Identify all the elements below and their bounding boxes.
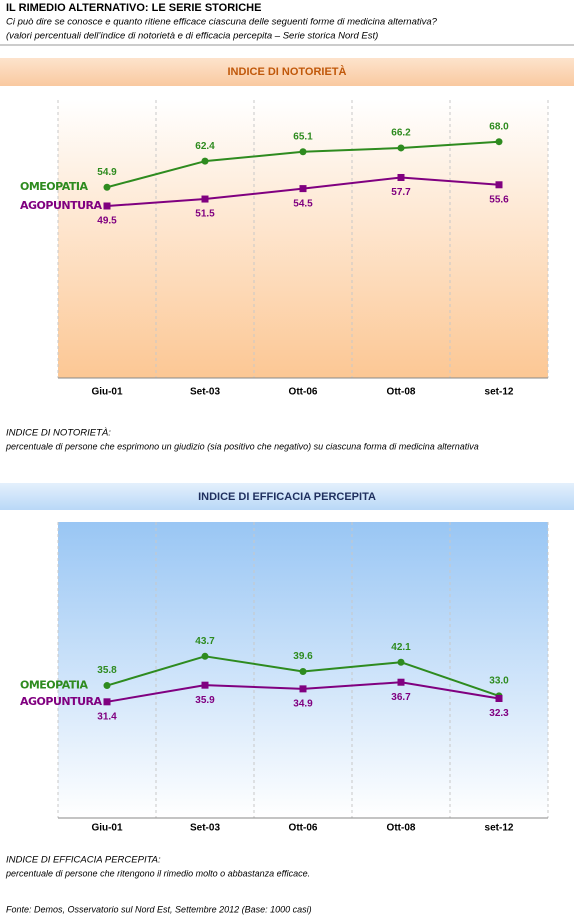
marker bbox=[397, 678, 405, 686]
marker bbox=[103, 698, 111, 706]
note-title: INDICE DI EFFICACIA PERCEPITA: bbox=[6, 855, 161, 866]
marker bbox=[201, 681, 209, 689]
marker bbox=[299, 667, 307, 675]
data-label: 57.7 bbox=[391, 187, 411, 198]
chart-title: INDICE DI NOTORIETÀ bbox=[228, 65, 347, 78]
note-text: percentuale di persone che esprimono un … bbox=[5, 441, 479, 451]
x-tick-label: Ott-06 bbox=[289, 387, 318, 398]
data-label: 35.9 bbox=[195, 695, 215, 706]
data-label: 34.9 bbox=[293, 699, 313, 710]
marker bbox=[103, 183, 111, 191]
data-label: 54.5 bbox=[293, 198, 313, 209]
marker bbox=[397, 173, 405, 181]
x-tick-label: Ott-08 bbox=[387, 823, 416, 834]
marker bbox=[397, 658, 405, 666]
data-label: 51.5 bbox=[195, 209, 215, 220]
data-label: 65.1 bbox=[293, 131, 313, 142]
data-label: 35.8 bbox=[97, 665, 117, 676]
subtitle: (valori percentuali dell’indice di notor… bbox=[6, 31, 378, 42]
legend-label: OMEOPATIA bbox=[20, 180, 88, 193]
marker bbox=[299, 185, 307, 193]
x-tick-label: Set-03 bbox=[190, 823, 220, 834]
data-label: 54.9 bbox=[97, 167, 117, 178]
legend-label: AGOPUNTURA bbox=[20, 695, 102, 708]
data-label: 42.1 bbox=[391, 642, 411, 653]
subtitle: Ci può dire se conosce e quanto ritiene … bbox=[6, 17, 438, 28]
marker bbox=[103, 202, 111, 210]
data-label: 43.7 bbox=[195, 636, 215, 647]
marker bbox=[495, 181, 503, 189]
data-label: 33.0 bbox=[489, 676, 509, 687]
data-label: 36.7 bbox=[391, 692, 411, 703]
note-title: INDICE DI NOTORIETÀ: bbox=[6, 428, 111, 439]
marker bbox=[201, 652, 209, 660]
marker bbox=[397, 144, 405, 152]
x-tick-label: set-12 bbox=[485, 823, 514, 834]
title-band bbox=[0, 483, 574, 510]
data-label: 49.5 bbox=[97, 216, 117, 227]
data-label: 66.2 bbox=[391, 128, 411, 139]
marker bbox=[201, 157, 209, 165]
legend-label: AGOPUNTURA bbox=[20, 199, 102, 212]
chart-title: INDICE DI EFFICACIA PERCEPITA bbox=[198, 491, 376, 503]
x-tick-label: Giu-01 bbox=[91, 823, 123, 834]
marker bbox=[299, 685, 307, 693]
x-tick-label: Giu-01 bbox=[91, 387, 123, 398]
data-label: 39.6 bbox=[293, 651, 313, 662]
x-tick-label: Set-03 bbox=[190, 387, 220, 398]
note-text: percentuale di persone che ritengono il … bbox=[5, 868, 310, 878]
page-title: IL RIMEDIO ALTERNATIVO: LE SERIE STORICH… bbox=[6, 2, 261, 14]
marker bbox=[495, 694, 503, 702]
marker bbox=[103, 682, 111, 690]
data-label: 55.6 bbox=[489, 194, 509, 205]
x-tick-label: Ott-08 bbox=[387, 387, 416, 398]
legend-label: OMEOPATIA bbox=[20, 679, 88, 692]
data-label: 62.4 bbox=[195, 141, 215, 152]
x-tick-label: set-12 bbox=[485, 387, 514, 398]
data-label: 32.3 bbox=[489, 708, 509, 719]
title-band bbox=[0, 58, 574, 86]
data-label: 31.4 bbox=[97, 711, 117, 722]
marker bbox=[201, 195, 209, 203]
marker bbox=[495, 138, 503, 146]
source: Fonte: Demos, Osservatorio sul Nord Est,… bbox=[6, 904, 312, 914]
x-tick-label: Ott-06 bbox=[289, 823, 318, 834]
data-label: 68.0 bbox=[489, 121, 509, 132]
marker bbox=[299, 148, 307, 156]
plot-area bbox=[58, 100, 548, 378]
